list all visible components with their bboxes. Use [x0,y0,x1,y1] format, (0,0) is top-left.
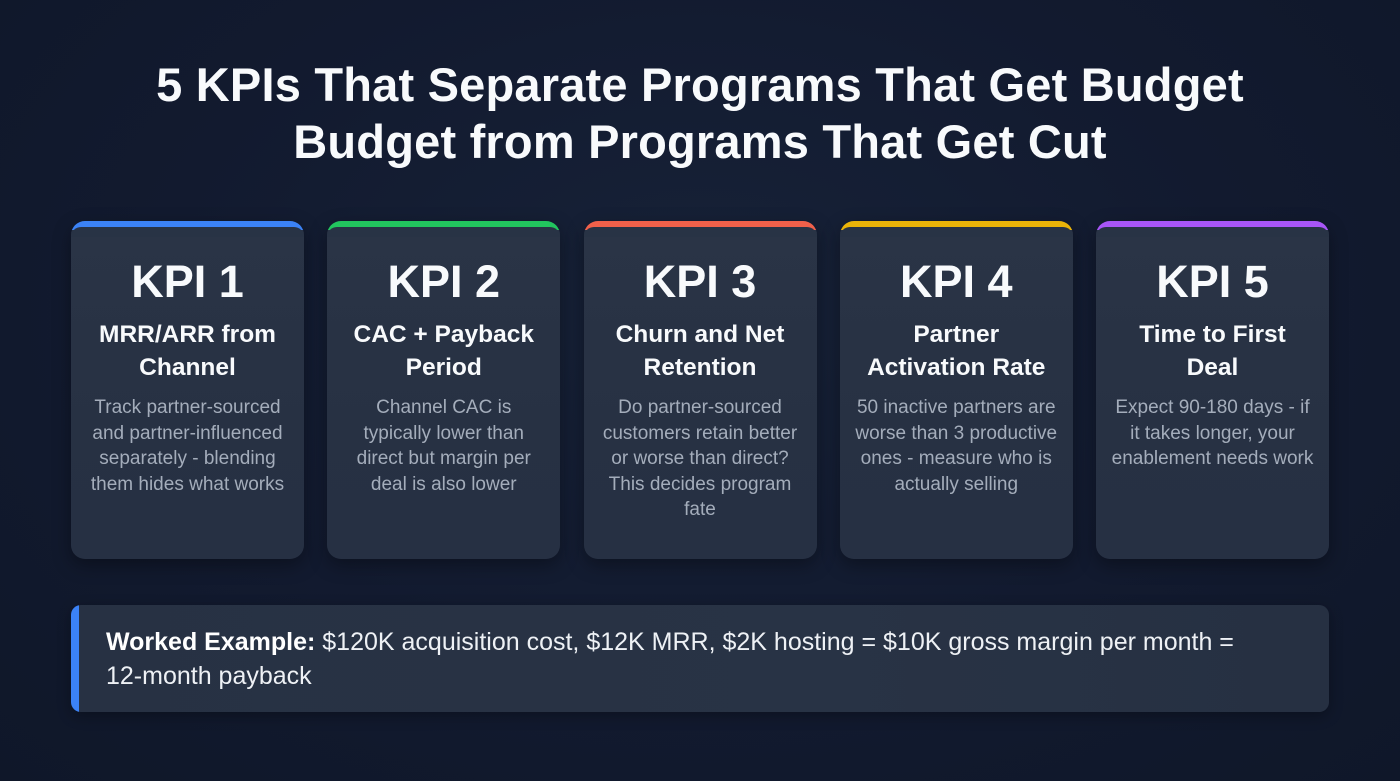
card-accent-bar [583,221,817,237]
worked-example-text: Worked Example: $120K acquisition cost, … [106,625,1269,693]
worked-example-callout: Worked Example: $120K acquisition cost, … [71,605,1329,712]
callout-accent-bar [71,605,79,712]
kpi-description: Expect 90-180 days - if it takes longer,… [1111,397,1314,469]
worked-example-body: $120K acquisition cost, $12K MRR, $2K ho… [106,628,1234,690]
kpi-number: KPI 5 [1156,256,1269,307]
kpi-card-2: KPI 2 CAC + Payback Period Channel CAC i… [327,221,561,559]
kpi-description: 50 inactive partners are worse than 3 pr… [855,397,1058,495]
kpi-subtitle: Churn and Net Retention [615,321,785,381]
card-accent-bar [839,221,1073,237]
page-title-line-2: Budget from Programs That Get Cut [293,115,1107,168]
page-title-line-1: 5 KPIs That Separate Programs That Get B… [156,58,1244,111]
card-accent-bar [71,221,304,237]
kpi-number: KPI 1 [131,256,244,307]
kpi-card-1: KPI 1 MRR/ARR from Channel Track partner… [71,221,304,559]
kpi-card-5: KPI 5 Time to First Deal Expect 90-180 d… [1096,221,1329,559]
kpi-description: Track partner-sourced and partner-influe… [90,397,285,495]
kpi-card-row: KPI 1 MRR/ARR from Channel Track partner… [71,221,1329,559]
kpi-description: Do partner-sourced customers retain bett… [602,397,798,520]
kpi-number: KPI 4 [899,256,1013,307]
worked-example-label: Worked Example: [106,628,316,656]
kpi-subtitle: MRR/ARR from Channel [99,321,276,381]
kpi-card-3: KPI 3 Churn and Net Retention Do partner… [583,221,817,559]
kpi-card-4: KPI 4 Partner Activation Rate 50 inactiv… [839,221,1073,559]
kpi-number: KPI 3 [643,256,757,307]
kpi-description: Channel CAC is typically lower than dire… [356,397,531,495]
kpi-number: KPI 2 [387,256,501,307]
kpi-subtitle: Time to First Deal [1139,321,1286,381]
page-title: 5 KPIs That Separate Programs That Get B… [0,56,1400,170]
card-accent-bar [1096,221,1329,237]
kpi-subtitle: Partner Activation Rate [867,321,1046,381]
card-accent-bar [327,221,561,237]
kpi-subtitle: CAC + Payback Period [353,321,534,381]
